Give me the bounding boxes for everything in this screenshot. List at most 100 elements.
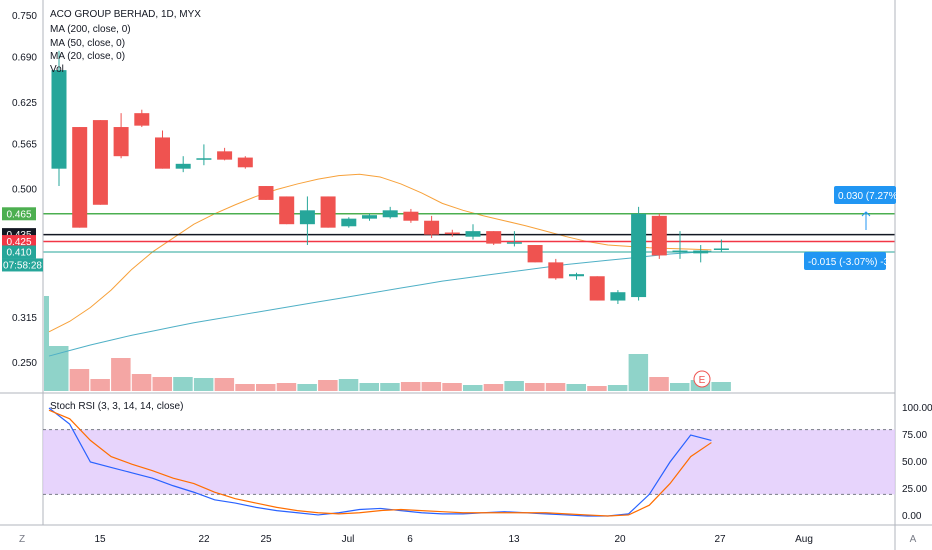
candle-body bbox=[403, 211, 419, 221]
volume-bar bbox=[711, 382, 731, 391]
candle-body bbox=[548, 262, 564, 279]
earnings-icon[interactable]: E bbox=[693, 370, 711, 388]
volume-bar bbox=[193, 378, 214, 391]
candle-body bbox=[134, 113, 150, 126]
volume-bar bbox=[111, 358, 131, 391]
volume-bar bbox=[442, 383, 462, 391]
svg-text:E: E bbox=[699, 375, 706, 386]
price-tick-label: 0.750 bbox=[12, 11, 37, 22]
date-tick-label: 6 bbox=[407, 534, 413, 545]
stoch-tick-label: 0.00 bbox=[902, 511, 922, 522]
price-tag bbox=[2, 207, 36, 221]
price-tick-label: 0.625 bbox=[12, 98, 37, 109]
legend-ma200[interactable]: MA (200, close, 0) bbox=[50, 24, 131, 35]
volume-bar bbox=[44, 296, 49, 391]
volume-bar bbox=[338, 379, 359, 391]
measure-up-tag[interactable]: 0.030 (7.27%) 6 bbox=[834, 186, 910, 230]
date-tick-label: 27 bbox=[714, 534, 726, 545]
volume-bar bbox=[463, 385, 483, 391]
ma-blue-line bbox=[48, 250, 712, 357]
price-tick-label: 0.315 bbox=[12, 313, 37, 324]
stoch-tick-label: 25.00 bbox=[902, 484, 927, 495]
stoch-axis[interactable]: 100.00 75.00 50.00 25.00 0.00 bbox=[902, 403, 932, 522]
price-tag-text: 07:58:28 bbox=[3, 260, 42, 271]
candle-body bbox=[651, 215, 667, 256]
date-tick-label: 20 bbox=[614, 534, 626, 545]
date-tick-label: 15 bbox=[94, 534, 106, 545]
volume-bar bbox=[649, 377, 669, 391]
candle-body bbox=[610, 292, 626, 301]
candle-body bbox=[155, 137, 170, 169]
candle-body bbox=[693, 250, 709, 254]
candle-body bbox=[299, 210, 315, 225]
volume-bar bbox=[380, 383, 400, 391]
candle-body bbox=[258, 186, 274, 200]
price-tag bbox=[2, 258, 43, 272]
candle-body bbox=[279, 196, 295, 225]
volume-bar bbox=[566, 384, 586, 391]
stoch-rsi-lines bbox=[48, 407, 712, 517]
volume-bar bbox=[90, 379, 110, 391]
volume-bar bbox=[49, 346, 69, 391]
timezone-corner[interactable]: Z bbox=[19, 534, 25, 545]
volume-bar bbox=[235, 384, 255, 391]
measure-down-text: -0.015 (-3.07%) -3 bbox=[808, 257, 890, 268]
date-tick-label: Aug bbox=[795, 534, 813, 545]
stoch-legend[interactable]: Stoch RSI (3, 3, 14, 14, close) bbox=[50, 401, 183, 412]
auto-scale-corner[interactable]: A bbox=[910, 534, 917, 545]
volume-bar bbox=[318, 380, 338, 391]
candle-body bbox=[175, 163, 191, 169]
candle-body bbox=[569, 274, 584, 277]
volume-bar bbox=[297, 384, 317, 391]
price-tick-label: 0.500 bbox=[12, 185, 37, 196]
stoch-d-line bbox=[48, 409, 712, 517]
legend-vol[interactable]: Vol bbox=[50, 64, 64, 75]
measure-down-tag[interactable]: -0.015 (-3.07%) -3 bbox=[804, 252, 890, 270]
price-axis[interactable]: 0.750 0.690 0.625 0.565 0.500 0.315 0.250 bbox=[12, 11, 37, 369]
volume-bar bbox=[131, 374, 152, 391]
price-tag bbox=[2, 245, 36, 259]
volume-bar bbox=[607, 385, 628, 391]
legend-title[interactable]: ACO GROUP BERHAD, 1D, MYX bbox=[50, 9, 201, 20]
candle-body bbox=[72, 127, 88, 228]
candle-body bbox=[444, 232, 460, 235]
candle-body bbox=[672, 250, 688, 253]
stoch-band bbox=[43, 429, 895, 495]
arrow-up-icon bbox=[861, 211, 871, 217]
volume-bar bbox=[256, 384, 276, 391]
volume-layer bbox=[44, 296, 731, 391]
candle-body bbox=[527, 245, 543, 263]
candle-body bbox=[217, 151, 233, 160]
price-tick-label: 0.565 bbox=[12, 139, 37, 150]
price-tag-text: 0.410 bbox=[6, 247, 31, 258]
date-tick-label: 13 bbox=[508, 534, 520, 545]
candle-body bbox=[51, 70, 67, 169]
volume-bar bbox=[587, 386, 607, 391]
candle-body bbox=[465, 231, 481, 237]
volume-bar bbox=[359, 383, 379, 391]
candle-body bbox=[362, 215, 377, 219]
date-tick-label: 22 bbox=[198, 534, 210, 545]
candle-body bbox=[631, 213, 647, 298]
date-axis[interactable]: 15 22 25 Jul 6 13 20 27 Aug bbox=[94, 534, 812, 545]
candle-body bbox=[506, 242, 522, 244]
candle-body bbox=[237, 157, 253, 168]
volume-bar bbox=[152, 377, 172, 391]
legend-ma20[interactable]: MA (20, close, 0) bbox=[50, 51, 125, 62]
candle-body bbox=[424, 220, 440, 235]
candle-body bbox=[589, 276, 605, 301]
price-tick-label: 0.690 bbox=[12, 53, 37, 64]
candle-body bbox=[341, 218, 357, 227]
measure-up-text: 0.030 (7.27%) 6 bbox=[838, 191, 910, 202]
candles[interactable] bbox=[51, 50, 729, 305]
candle-body bbox=[382, 210, 398, 218]
volume-bar bbox=[173, 377, 193, 391]
candle-body bbox=[320, 196, 336, 228]
volume-bar bbox=[400, 382, 421, 391]
volume-bar bbox=[483, 384, 504, 391]
volume-bar bbox=[525, 383, 545, 391]
legend-ma50[interactable]: MA (50, close, 0) bbox=[50, 38, 125, 49]
volume-bar bbox=[214, 378, 235, 391]
candle-body bbox=[113, 127, 129, 157]
